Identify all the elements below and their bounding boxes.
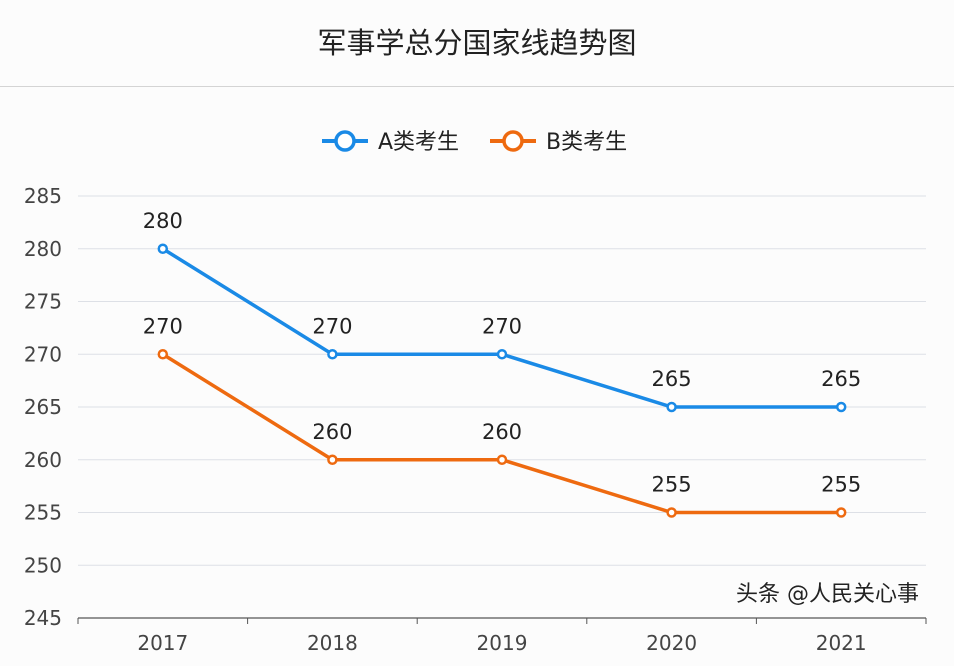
watermark: 头条 @人民关心事 <box>736 582 919 607</box>
data-point <box>327 454 338 465</box>
title-divider <box>0 86 954 87</box>
data-label: 260 <box>482 420 522 444</box>
legend-label: B类考生 <box>546 130 627 155</box>
y-tick-label: 270 <box>24 342 62 366</box>
data-point <box>157 349 169 360</box>
data-label: 265 <box>821 367 861 391</box>
data-label: 260 <box>312 420 352 444</box>
y-tick-label: 255 <box>24 501 62 525</box>
chart-title: 军事学总分国家线趋势图 <box>317 26 637 60</box>
data-point <box>496 454 508 465</box>
legend-label: A类考生 <box>378 130 459 155</box>
data-point <box>835 401 847 413</box>
data-label: 255 <box>652 473 692 497</box>
data-label: 270 <box>143 314 183 338</box>
legend-marker <box>334 130 356 152</box>
y-tick-label: 275 <box>24 290 62 314</box>
y-tick-label: 260 <box>24 448 62 472</box>
data-point <box>496 349 508 360</box>
data-label: 265 <box>652 367 692 391</box>
y-tick-label: 265 <box>24 395 62 419</box>
x-tick-label: 2020 <box>646 631 697 655</box>
data-label: 270 <box>482 314 522 338</box>
x-tick-label: 2018 <box>307 631 358 655</box>
y-tick-label: 280 <box>24 237 62 261</box>
data-label: 255 <box>821 473 861 497</box>
y-tick-label: 250 <box>24 553 62 577</box>
x-tick-label: 2021 <box>816 631 867 655</box>
data-label: 280 <box>143 209 183 233</box>
data-point <box>327 349 338 360</box>
data-point <box>666 401 677 413</box>
data-label: 270 <box>312 314 352 338</box>
y-tick-label: 285 <box>24 184 62 208</box>
data-point <box>666 507 677 518</box>
x-tick-label: 2019 <box>477 631 528 655</box>
data-point <box>157 243 169 254</box>
y-tick-label: 245 <box>24 606 62 630</box>
legend-marker <box>502 130 524 152</box>
x-tick-label: 2017 <box>137 631 188 655</box>
data-point <box>835 507 847 518</box>
